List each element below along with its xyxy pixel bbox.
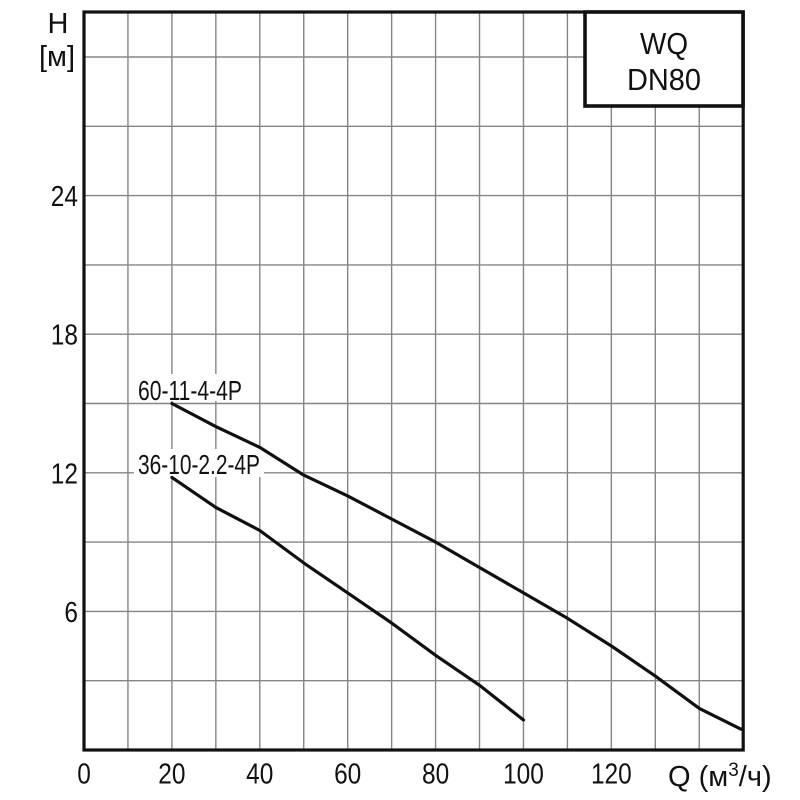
x-tick-label: 20 xyxy=(158,759,185,791)
plot-frame xyxy=(82,10,745,752)
x-axis-title-pre: Q (м xyxy=(668,761,728,793)
y-tick-label: 24 xyxy=(51,181,78,213)
x-tick-label: 120 xyxy=(591,759,632,791)
grid-layer xyxy=(84,12,744,750)
curve-label-background xyxy=(134,374,250,401)
model-badge-box xyxy=(583,10,745,108)
x-tick-label: 60 xyxy=(334,759,361,791)
curve-label-background xyxy=(134,449,264,477)
pump-curve xyxy=(170,475,526,722)
x-tick-label: 80 xyxy=(422,759,449,791)
model-badge: WQ DN80 xyxy=(583,10,745,108)
curve-label: 60-11-4-4P xyxy=(138,375,242,406)
x-tick-label: 40 xyxy=(246,759,273,791)
y-tick-labels: 6 12 18 24 xyxy=(51,181,78,629)
y-tick-label: 12 xyxy=(51,458,78,490)
x-tick-label: 100 xyxy=(503,759,544,791)
curves-layer xyxy=(170,401,743,731)
model-badge-dn: DN80 xyxy=(627,62,701,97)
y-axis-title-unit: [м] xyxy=(39,41,75,73)
y-axis-title-symbol: H xyxy=(48,8,69,40)
x-axis-title-superscript: 3 xyxy=(728,760,739,781)
curve-label: 36-10-2.2-4P xyxy=(138,449,260,480)
model-badge-series: WQ xyxy=(640,26,688,61)
x-axis-title: Q (м3/ч) xyxy=(668,760,772,793)
x-tick-labels: 0 20 40 60 80 100 120 xyxy=(77,759,632,791)
x-axis-title-post: /ч) xyxy=(739,761,772,793)
y-tick-label: 6 xyxy=(64,597,78,629)
x-tick-label: 0 xyxy=(77,759,91,791)
pump-curve xyxy=(170,401,743,731)
curve-label-layer: 60-11-4-4P 36-10-2.2-4P xyxy=(134,374,264,480)
y-tick-label: 18 xyxy=(51,320,78,352)
